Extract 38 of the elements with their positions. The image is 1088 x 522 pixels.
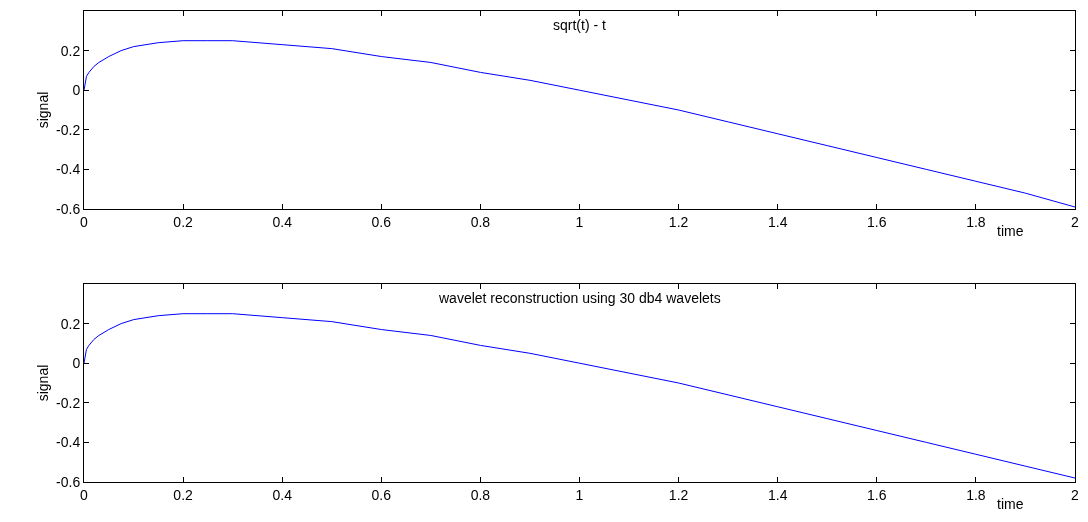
x-tick-label: 0.4: [272, 486, 293, 503]
y-tick-label: 0: [72, 355, 81, 372]
x-tick-label: 2: [1071, 486, 1080, 503]
y-tick-label: -0.6: [56, 200, 81, 217]
x-tick-label: 2: [1071, 213, 1080, 230]
y-axis-title: signal: [34, 364, 51, 402]
text: wavelet reconstruction using 30 db4 wavelets: [438, 290, 721, 306]
x-axis-title: time: [997, 223, 1024, 239]
x-tick-label: 0.4: [272, 213, 293, 230]
y-tick-label: -0.4: [56, 161, 81, 178]
y-axis-title: signal: [34, 91, 51, 129]
y-tick-label: -0.6: [56, 473, 81, 490]
y-tick-label: 0.2: [60, 315, 81, 332]
x-tick-label: 1.2: [668, 213, 689, 230]
x-tick-label: 0.2: [173, 213, 194, 230]
x-tick-label: 1.8: [966, 486, 986, 503]
y-tick-label: -0.2: [56, 121, 81, 138]
x-tick-label: 1.4: [767, 213, 788, 230]
x-tick-label: 0.8: [470, 213, 491, 230]
x-tick-label: 1.2: [668, 486, 689, 503]
x-tick-label: 0.8: [470, 486, 491, 503]
y-tick-label: -0.4: [56, 434, 81, 451]
y-tick-label: 0: [72, 82, 81, 99]
x-tick-label: 1.8: [966, 213, 986, 230]
x-tick-label: 1: [575, 486, 584, 503]
y-tick-label: -0.2: [56, 394, 81, 411]
x-tick-label: 1.6: [867, 213, 887, 230]
x-tick-label: 1.6: [867, 486, 887, 503]
x-axis-title: time: [997, 496, 1024, 512]
x-tick-label: 0.6: [371, 486, 392, 503]
x-tick-label: 0.2: [173, 486, 194, 503]
line-series: [84, 40, 1075, 208]
y-tick-label: 0.2: [60, 42, 81, 59]
x-tick-label: 0.6: [371, 213, 392, 230]
line-series: [84, 313, 1075, 479]
x-tick-label: 1: [575, 213, 584, 230]
text: sqrt(t) - t: [553, 17, 606, 33]
x-tick-label: 1.4: [767, 486, 788, 503]
